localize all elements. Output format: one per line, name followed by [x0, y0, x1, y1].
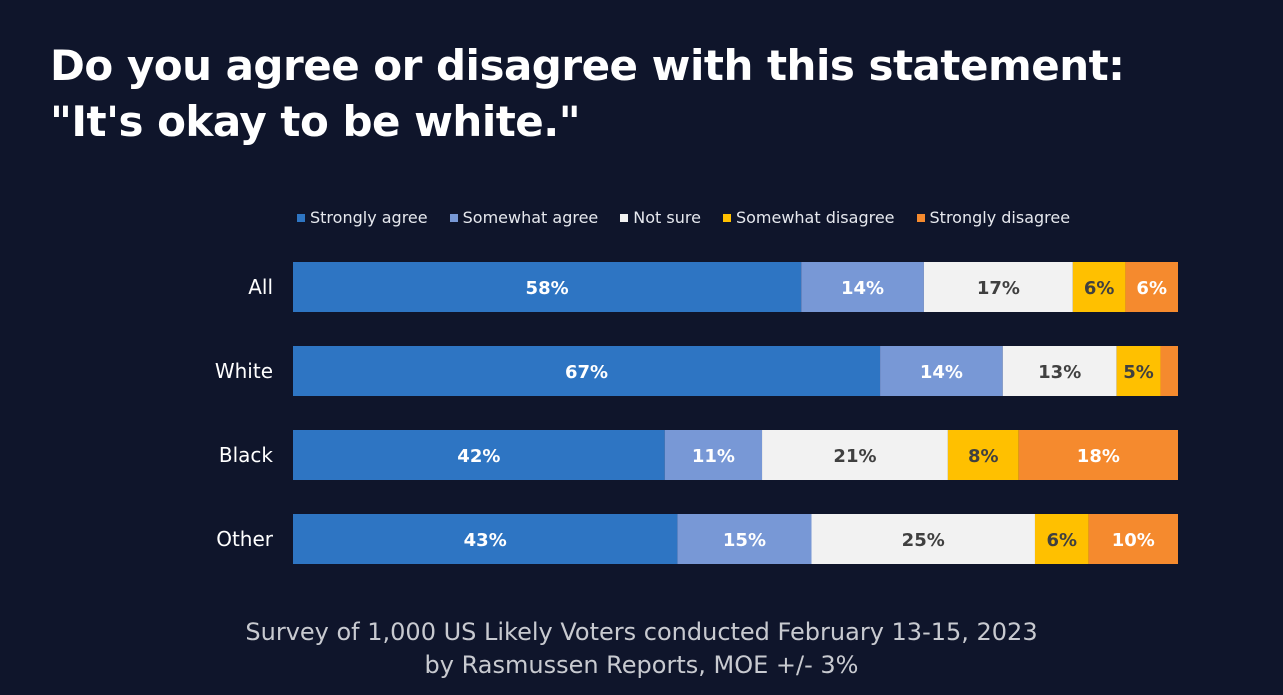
bar-segment: [677, 514, 812, 564]
footer-line-1: Survey of 1,000 US Likely Voters conduct…: [245, 618, 1038, 646]
bar-segment: [880, 346, 1003, 396]
bar-segment: [1125, 262, 1178, 312]
data-label: 13%: [1038, 362, 1081, 383]
bar-segment: [1088, 514, 1178, 564]
data-label: 67%: [565, 362, 608, 383]
legend-label: Somewhat disagree: [735, 208, 895, 227]
data-label: 25%: [902, 530, 945, 551]
bar-segment: [1116, 346, 1161, 396]
data-label: 21%: [833, 446, 876, 467]
bar-segment: [1002, 346, 1117, 396]
bar-segment: [293, 346, 881, 396]
data-label: 58%: [526, 278, 569, 299]
data-label: 43%: [464, 530, 507, 551]
data-label: 6%: [1136, 278, 1167, 299]
chart-title-line-1: Do you agree or disagree with this state…: [50, 41, 1125, 90]
legend-label: Somewhat agree: [462, 208, 599, 227]
bar-segment: [293, 262, 802, 312]
data-label: 14%: [841, 278, 884, 299]
chart-legend: Strongly agree Somewhat agree Not sure S…: [297, 208, 1092, 227]
legend-label: Strongly disagree: [929, 208, 1071, 227]
legend-item-strongly-agree: Strongly agree: [297, 208, 428, 227]
data-label: 6%: [1084, 278, 1115, 299]
legend-label: Strongly agree: [310, 208, 428, 227]
legend-swatch: [916, 213, 925, 222]
category-label: Black: [219, 443, 274, 467]
bar-segment: [1160, 346, 1178, 396]
bar-segment: [293, 514, 678, 564]
category-label: All: [248, 275, 273, 299]
legend-swatch: [449, 213, 458, 222]
data-label: 5%: [1123, 362, 1154, 383]
legend-item-strongly-disagree: Strongly disagree: [916, 208, 1071, 227]
chart-title-line-2: "It's okay to be white.": [50, 97, 581, 146]
footer-line-2: by Rasmussen Reports, MOE +/- 3%: [424, 651, 859, 679]
legend-swatch: [297, 213, 305, 222]
data-label: 6%: [1047, 530, 1078, 551]
data-label: 42%: [457, 446, 500, 467]
legend-swatch: [722, 213, 731, 222]
bar-segment: [664, 430, 763, 480]
bar-segment: [923, 262, 1073, 312]
data-label: 17%: [977, 278, 1020, 299]
data-label: 11%: [692, 446, 735, 467]
bar-segment: [947, 430, 1019, 480]
bar-segment: [293, 430, 665, 480]
category-label: Other: [216, 527, 274, 551]
data-label: 8%: [968, 446, 999, 467]
legend-item-not-sure: Not sure: [620, 208, 701, 227]
category-label: White: [215, 359, 273, 383]
data-label: 15%: [723, 530, 766, 551]
bar-segment: [801, 262, 924, 312]
legend-item-somewhat-disagree: Somewhat disagree: [722, 208, 895, 227]
bar-segment: [1018, 430, 1178, 480]
legend-swatch: [620, 213, 629, 222]
data-label: 10%: [1112, 530, 1155, 551]
legend-label: Not sure: [633, 208, 701, 227]
chart-title: Do you agree or disagree with this state…: [50, 38, 1125, 150]
bar-segment: [1072, 262, 1126, 312]
legend-item-somewhat-agree: Somewhat agree: [449, 208, 599, 227]
data-label: 14%: [920, 362, 963, 383]
bar-segment: [1034, 514, 1089, 564]
chart-footer: Survey of 1,000 US Likely Voters conduct…: [0, 616, 1283, 682]
bar-segment: [762, 430, 948, 480]
bar-segment: [811, 514, 1035, 564]
data-label: 18%: [1077, 446, 1120, 467]
